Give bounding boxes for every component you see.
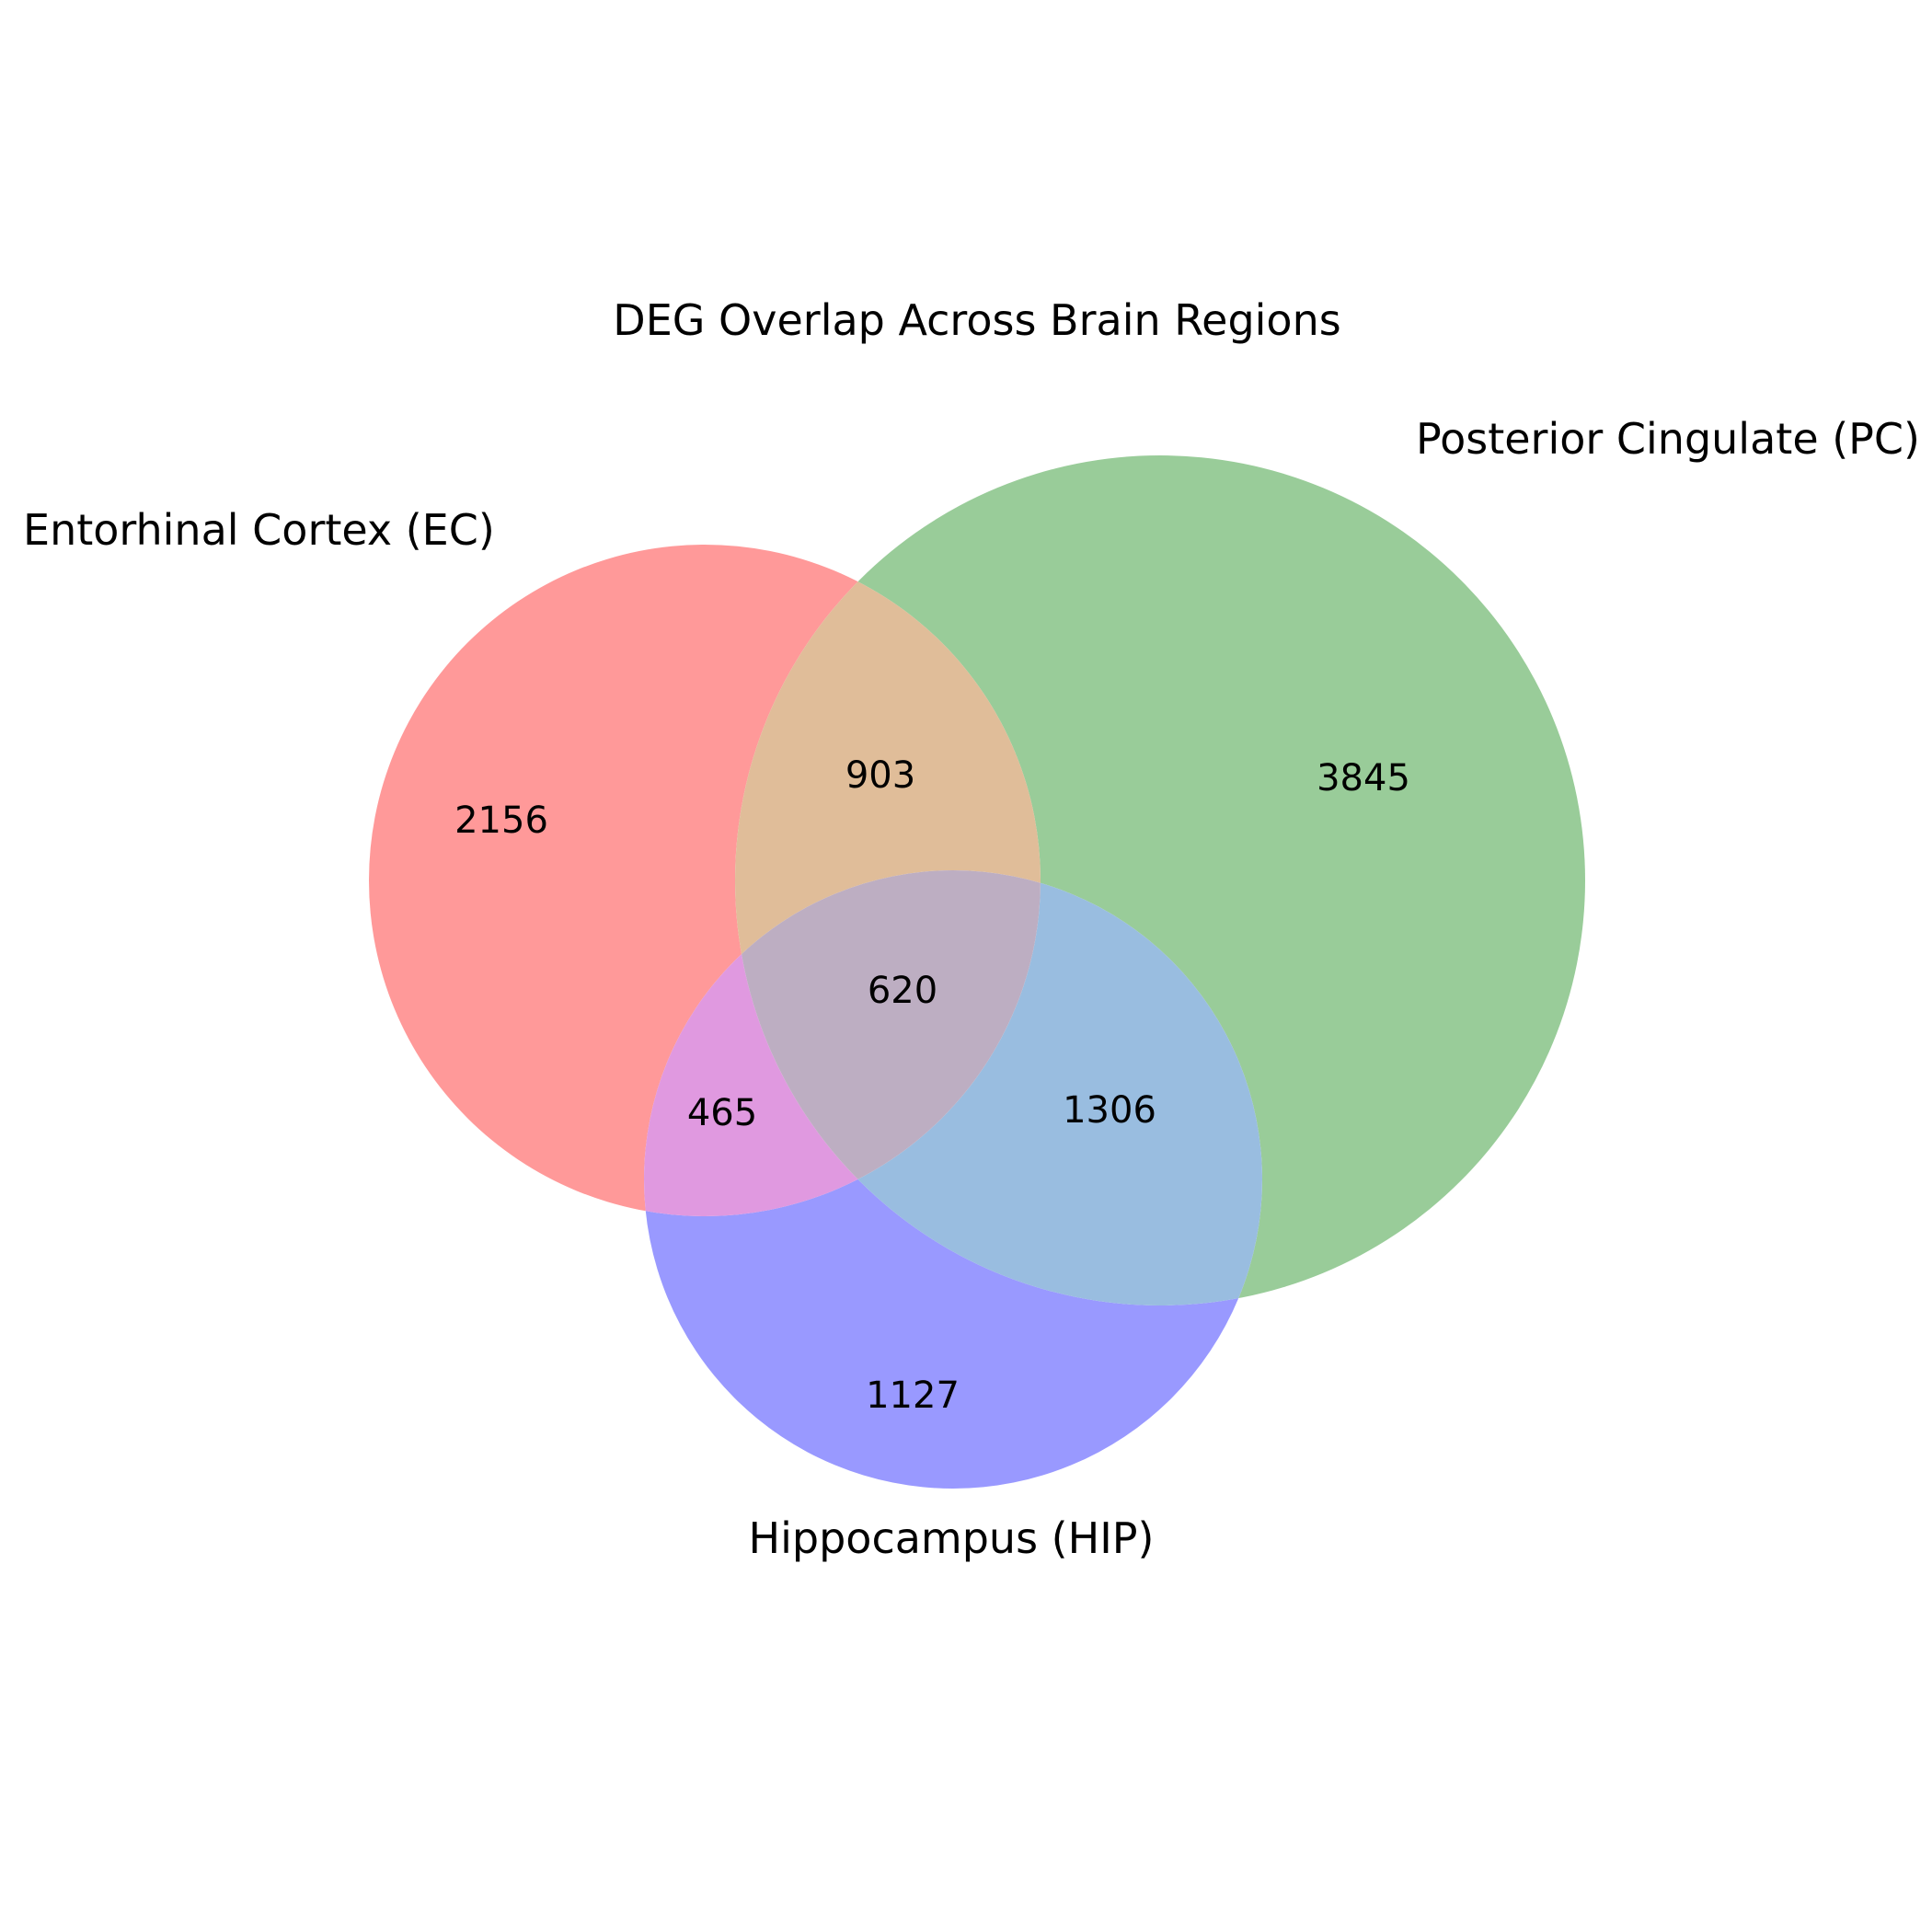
count-pc-only: 3845 — [1317, 757, 1410, 799]
set-labels: Entorhinal Cortex (EC) Posterior Cingula… — [23, 414, 1920, 1563]
set-label-pc: Posterior Cingulate (PC) — [1416, 414, 1920, 464]
venn-regions — [369, 455, 1585, 1489]
count-pc-hip: 1306 — [1063, 1089, 1156, 1132]
region-counts: 2156 3845 1127 903 465 1306 620 — [454, 754, 1410, 1417]
set-label-hip: Hippocampus (HIP) — [749, 1513, 1155, 1563]
count-ec-hip: 465 — [687, 1092, 757, 1134]
count-hip-only: 1127 — [866, 1374, 960, 1417]
count-ec-pc: 903 — [845, 754, 915, 797]
set-label-ec: Entorhinal Cortex (EC) — [23, 505, 495, 555]
count-ec-only: 2156 — [454, 799, 548, 842]
chart-title: DEG Overlap Across Brain Regions — [613, 295, 1340, 345]
count-ec-pc-hip: 620 — [868, 970, 937, 1012]
